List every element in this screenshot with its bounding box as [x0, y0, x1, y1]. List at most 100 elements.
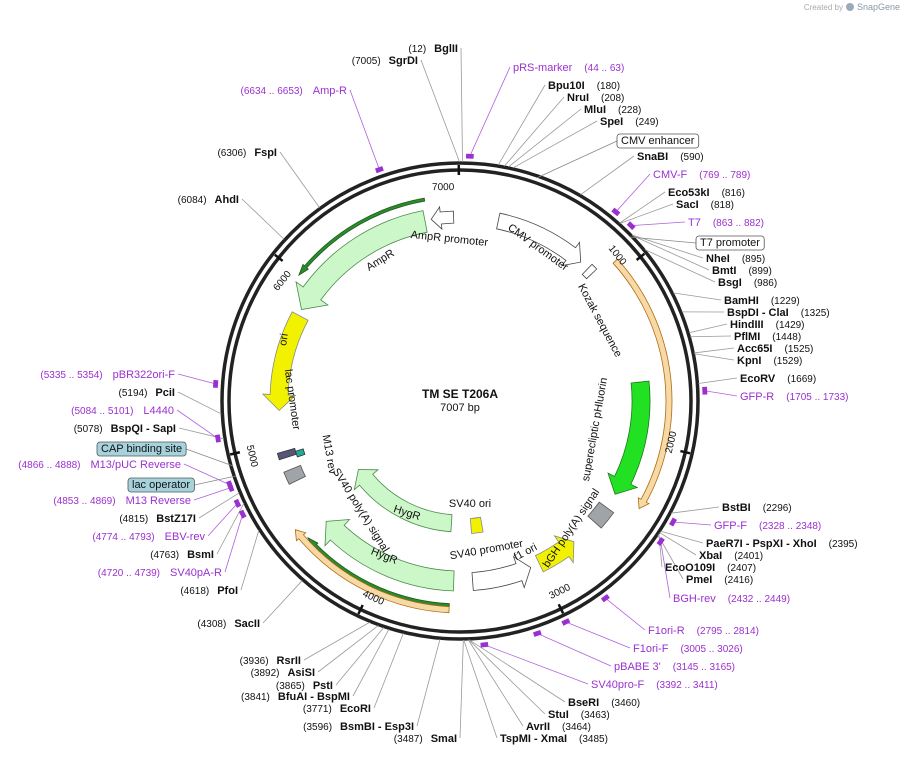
- primer-label: (4720 .. 4739) SV40pA-R: [98, 567, 222, 579]
- enzyme-site: (249): [635, 117, 658, 128]
- feature-box: [581, 263, 598, 280]
- enzyme-name: KpnI: [737, 355, 761, 367]
- primer-range: (5084 .. 5101): [71, 406, 133, 417]
- enzyme-label: (6306) FspI: [217, 147, 277, 159]
- enzyme-label: HindIII (1429): [730, 319, 805, 331]
- ruler-label: 3000: [548, 582, 573, 602]
- enzyme-label: (3596) BsmBI - Esp3I: [303, 721, 414, 733]
- enzyme-name: BsmBI - Esp3I: [340, 721, 414, 733]
- enzyme-site: (3487): [394, 734, 423, 745]
- primer-range: (44 .. 63): [584, 63, 624, 74]
- enzyme-site: (2395): [829, 539, 858, 550]
- feature-box: [616, 133, 700, 149]
- feature-box: [127, 477, 195, 493]
- feature-label: SV40 ori: [449, 498, 491, 510]
- enzyme-label: KpnI (1529): [737, 355, 802, 367]
- primer-name: pRS-marker: [513, 62, 573, 74]
- feature-label: SV40 promoter: [449, 538, 524, 563]
- primer-mark: [465, 153, 474, 159]
- enzyme-site: (2416): [724, 575, 753, 586]
- enzyme-label: PflMI (1448): [734, 331, 801, 343]
- primer-leader: [537, 633, 612, 667]
- enzyme-site: (3865): [276, 681, 305, 692]
- enzyme-site: (2407): [727, 563, 756, 574]
- outer-ring: [220, 161, 700, 641]
- primer-range: (1705 .. 1733): [786, 392, 848, 403]
- enzyme-leader: [459, 639, 464, 739]
- enzyme-leader: [694, 347, 735, 354]
- enzyme-site: (5194): [119, 388, 148, 399]
- primer-label: F1ori-R (2795 .. 2814): [648, 625, 759, 637]
- feature-box: [469, 516, 484, 534]
- enzyme-site: (2401): [734, 551, 763, 562]
- enzyme-leader: [632, 235, 710, 271]
- primer-range: (3005 .. 3026): [680, 644, 742, 655]
- enzyme-leader: [580, 155, 635, 195]
- enzyme-name: SmaI: [431, 733, 457, 745]
- enzyme-leader: [698, 377, 738, 384]
- enzyme-label: (4815) BstZ17I: [119, 513, 196, 525]
- primer-label: (4853 .. 4869) M13 Reverse: [53, 495, 191, 507]
- enzyme-name: FspI: [254, 147, 277, 159]
- enzyme-site: (6306): [217, 148, 246, 159]
- primer-leader: [704, 390, 738, 397]
- enzyme-label: (3936) RsrII: [240, 655, 301, 667]
- feature-arrow: [261, 311, 309, 412]
- credit: Created by: [804, 3, 843, 12]
- primer-leader: [672, 521, 712, 526]
- primer-mark: [611, 207, 621, 217]
- primer-range: (2432 .. 2449): [728, 594, 790, 605]
- enzyme-label: SnaBI (590): [637, 151, 704, 163]
- enzyme-label: (3771) EcoRI: [303, 703, 371, 715]
- primer-name: Amp-R: [313, 85, 347, 97]
- enzyme-site: (1669): [787, 374, 816, 385]
- primer-mark: [374, 166, 384, 174]
- primer-name: pBABE 3': [614, 661, 661, 673]
- enzyme-name: AhdI: [215, 194, 239, 206]
- enzyme-name: PstI: [313, 680, 333, 692]
- enzyme-name: Eco53kI: [668, 187, 710, 199]
- enzyme-leader: [460, 47, 463, 163]
- primer-leader: [183, 463, 230, 486]
- enzyme-site: (12): [408, 44, 426, 55]
- enzyme-name: BsgI: [718, 277, 742, 289]
- enzyme-leader: [670, 506, 720, 514]
- primer-mark: [656, 537, 665, 547]
- enzyme-label: (7005) SgrDI: [352, 55, 418, 67]
- enzyme-leader: [262, 580, 303, 624]
- plasmid-length: 7007 bp: [440, 402, 480, 414]
- ruler-label: 2000: [664, 430, 680, 455]
- enzyme-leader: [658, 533, 663, 568]
- enzyme-leader: [644, 249, 716, 283]
- enzyme-site: (986): [754, 278, 777, 289]
- enzyme-label: EcoRV (1669): [740, 373, 816, 385]
- primer-mark: [227, 483, 235, 493]
- enzyme-label: StuI (3463): [548, 709, 610, 721]
- primer-range: (4853 .. 4869): [53, 496, 115, 507]
- enzyme-name: PaeR7I - PspXI - XhoI: [706, 538, 817, 550]
- orf-line: [298, 197, 426, 277]
- feature-leader: [194, 475, 237, 486]
- primer-range: (4720 .. 4739): [98, 568, 160, 579]
- enzyme-name: BspDI - ClaI: [727, 307, 789, 319]
- feature-box: [283, 464, 306, 485]
- enzyme-site: (3460): [611, 698, 640, 709]
- primer-mark: [238, 509, 247, 519]
- boxed-feature-label: CMV enhancer: [621, 135, 695, 147]
- primer-name: pBR322ori-F: [113, 369, 176, 381]
- primer-leader: [207, 503, 238, 537]
- enzyme-site: (180): [597, 81, 620, 92]
- enzyme-site: (1448): [772, 332, 801, 343]
- orf-arc: [294, 529, 450, 614]
- enzyme-leader: [468, 639, 566, 703]
- enzyme-name: Bpu10I: [548, 80, 585, 92]
- enzyme-label: Bpu10I (180): [548, 80, 620, 92]
- enzyme-leader: [241, 198, 285, 240]
- primer-range: (4866 .. 4888): [18, 460, 80, 471]
- enzyme-site: (4763): [150, 550, 179, 561]
- primer-leader: [469, 66, 511, 157]
- enzyme-leader: [694, 353, 735, 361]
- enzyme-leader: [508, 108, 582, 168]
- enzyme-label: (5078) BspQI - SapI: [74, 423, 176, 435]
- primer-mark: [702, 386, 708, 395]
